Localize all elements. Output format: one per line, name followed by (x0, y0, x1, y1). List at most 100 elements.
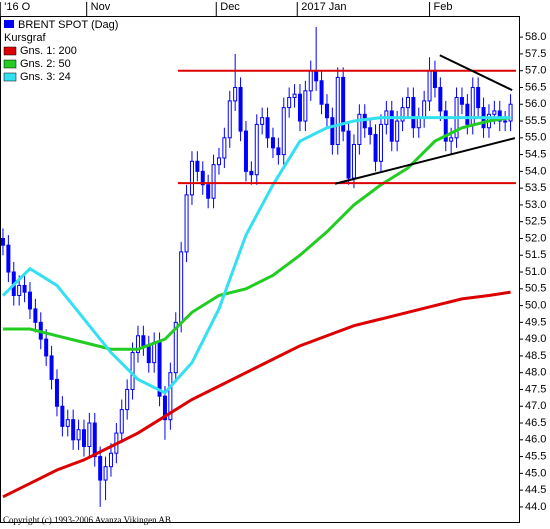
candle-body (378, 123, 383, 162)
candle-body (125, 388, 130, 411)
candle-body (319, 80, 324, 105)
legend-label: BRENT SPOT (Dag) (18, 19, 118, 31)
y-tick-label: 50.5 (525, 283, 546, 295)
candle-body (503, 120, 508, 123)
y-tick-label: 53.5 (525, 182, 546, 194)
y-tick-label: 54.5 (525, 148, 546, 160)
candle-body (443, 110, 448, 142)
y-tick-label: 56.5 (525, 81, 546, 93)
candle-body (168, 372, 173, 421)
ma-line (2, 116, 511, 351)
candle-body (368, 127, 373, 135)
candle-body (65, 419, 70, 427)
candle-body (6, 244, 11, 273)
y-tick-label: 45.0 (525, 467, 546, 479)
candle-body (92, 422, 97, 458)
candle-body (87, 422, 92, 448)
plot-frame (0, 16, 520, 523)
candle-body (206, 184, 211, 199)
legend-swatch (3, 72, 17, 82)
x-tick-label: '16 O (4, 1, 30, 13)
candle-body (465, 103, 470, 125)
candle-body (27, 291, 32, 310)
y-tick-label: 58.0 (525, 31, 546, 43)
candle-body (108, 452, 113, 468)
candle-body (265, 117, 270, 139)
candle-body (373, 133, 378, 162)
y-tick-label: 46.0 (525, 434, 546, 446)
ma-line (2, 290, 511, 499)
ma-line (1, 116, 511, 395)
legend-label: Gns. 2: 50 (20, 58, 71, 70)
candle-body (238, 86, 243, 132)
legend-label: Gns. 1: 200 (20, 45, 77, 57)
y-tick-label: 49.5 (525, 316, 546, 328)
candle-body (71, 419, 76, 441)
candle-body (44, 338, 49, 357)
legend-title: Kursgraf (4, 32, 47, 44)
candle-body (54, 378, 59, 407)
x-tick-label: Dec (220, 1, 240, 13)
candle-body (324, 103, 329, 119)
candle-body (297, 93, 302, 122)
candle-body (351, 144, 356, 179)
candle-body (400, 107, 405, 122)
copyright: Copyright (c) 1993-2006 Avanza Vikingen … (3, 515, 171, 525)
candle-body (179, 251, 184, 323)
candle-body (335, 76, 340, 146)
candle-body (243, 130, 248, 172)
y-tick-label: 48.0 (525, 367, 546, 379)
candle-body (81, 429, 86, 448)
candle-body (459, 97, 464, 105)
y-tick-label: 55.5 (525, 115, 546, 127)
y-tick-label: 53.0 (525, 199, 546, 211)
candle-body (49, 355, 54, 380)
y-tick-label: 52.0 (525, 232, 546, 244)
trend-line (439, 54, 513, 92)
candle-body (254, 123, 259, 176)
candle-body (416, 117, 421, 129)
y-tick-label: 48.5 (525, 350, 546, 362)
candle-body (357, 113, 362, 146)
legend-swatch (3, 46, 17, 56)
candle-body (449, 137, 454, 142)
legend-swatch (4, 20, 14, 28)
candle-body (173, 321, 178, 374)
y-tick-label: 50.0 (525, 299, 546, 311)
trend-line (334, 137, 516, 185)
y-tick-label: 44.5 (525, 484, 546, 496)
candle-body (395, 120, 400, 142)
y-tick-label: 54.0 (525, 165, 546, 177)
y-tick-label: 49.0 (525, 333, 546, 345)
candle-body (195, 160, 200, 172)
y-tick-label: 45.5 (525, 450, 546, 462)
candle-body (33, 308, 38, 323)
candle-body (405, 97, 410, 109)
candle-body (276, 147, 281, 156)
candle-body (200, 170, 205, 186)
candle-body (260, 117, 265, 125)
candle-body (389, 110, 394, 142)
candle-body (103, 466, 108, 481)
legend-label: Gns. 3: 24 (20, 71, 71, 83)
candle-body (249, 170, 254, 176)
candle-body (270, 137, 275, 149)
y-tick-label: 47.5 (525, 383, 546, 395)
candle-body (330, 117, 335, 146)
y-tick-label: 56.0 (525, 98, 546, 110)
candle-body (184, 194, 189, 253)
candle-body (76, 429, 81, 441)
y-tick-label: 52.5 (525, 216, 546, 228)
y-tick-label: 51.5 (525, 249, 546, 261)
candle-body (0, 237, 5, 246)
y-tick-label: 46.5 (525, 417, 546, 429)
legend-swatch (3, 59, 17, 69)
candle-body (189, 160, 194, 196)
candle-body (233, 86, 238, 102)
candle-body (341, 76, 346, 132)
candle-body (308, 70, 313, 92)
y-tick-label: 47.0 (525, 400, 546, 412)
candle-body (303, 90, 308, 122)
candle-body (135, 335, 140, 354)
